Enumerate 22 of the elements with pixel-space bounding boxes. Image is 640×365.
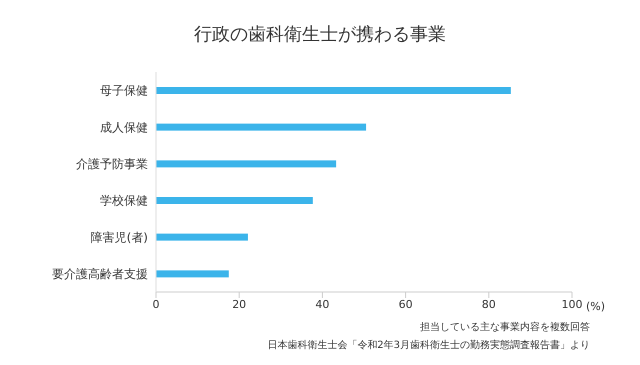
x-tick-label: 20 — [232, 298, 246, 311]
bar — [156, 124, 366, 131]
x-tick-label: 80 — [482, 298, 496, 311]
y-tick-label: 要介護高齢者支援 — [52, 266, 148, 281]
bar — [156, 234, 248, 241]
y-tick-label: 母子保健 — [100, 84, 148, 98]
y-tick-label: 障害児(者) — [90, 230, 148, 244]
x-tick-label: 40 — [315, 298, 330, 311]
bar — [156, 87, 511, 94]
bar — [156, 160, 336, 168]
x-tick-label: 60 — [398, 298, 413, 311]
x-axis-title: (%) — [586, 300, 606, 313]
y-tick-label: 学校保健 — [100, 194, 148, 208]
x-tick-label: 0 — [152, 298, 160, 311]
bar — [156, 197, 313, 204]
chart-title: 行政の歯科衛生士が携わる事業 — [193, 23, 447, 46]
text: 担当している主な事業内容を複数回答 — [420, 320, 590, 334]
bar — [156, 270, 229, 278]
y-tick-label: 介護予防事業 — [76, 156, 148, 171]
text: 日本歯科衛生士会「令和2年3月歯科衛生士の勤務実態調査報告書」より — [267, 338, 590, 352]
y-tick-label: 成人保健 — [100, 120, 148, 134]
x-tick-label: 100 — [562, 298, 582, 311]
